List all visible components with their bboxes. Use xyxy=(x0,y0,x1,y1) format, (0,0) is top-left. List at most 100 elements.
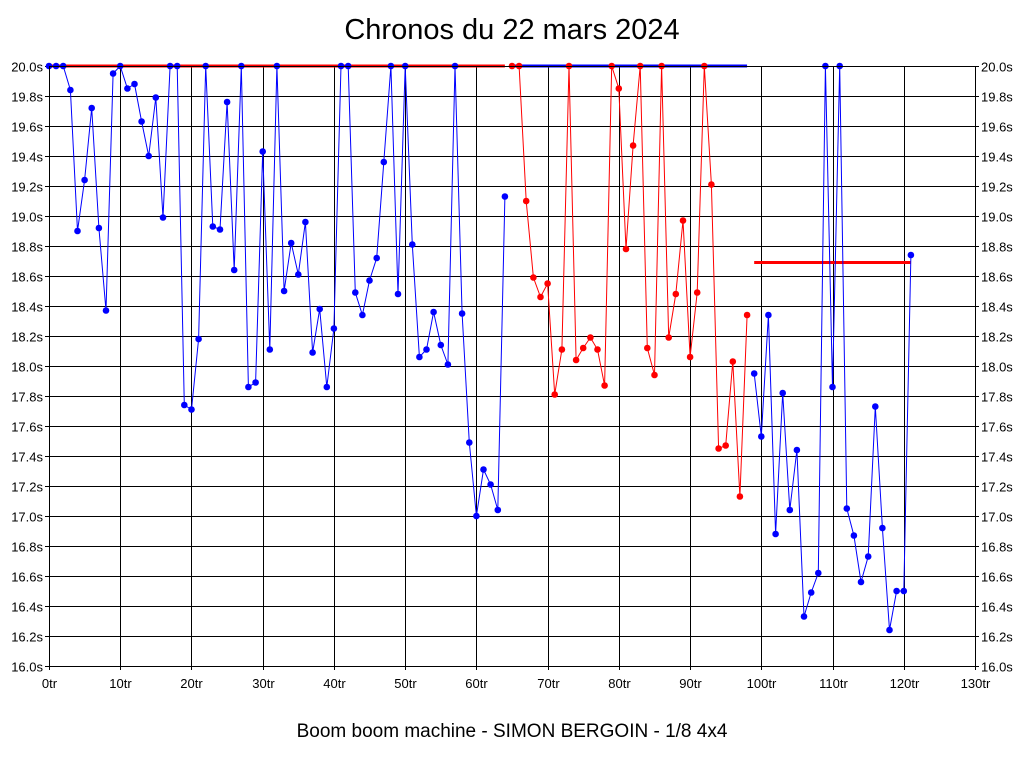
data-point xyxy=(423,346,430,353)
data-point xyxy=(380,158,388,166)
data-point xyxy=(373,254,381,262)
data-point xyxy=(907,251,915,259)
data-point xyxy=(551,391,558,398)
data-point xyxy=(223,98,231,106)
data-point xyxy=(572,356,580,364)
y-tick-label-right: 17.0s xyxy=(981,510,1013,525)
data-point xyxy=(815,569,822,577)
data-point xyxy=(152,94,160,101)
data-point xyxy=(109,70,117,77)
data-point xyxy=(494,506,502,514)
x-tick-label: 20tr xyxy=(180,676,203,691)
data-point xyxy=(886,626,893,634)
data-point xyxy=(487,481,494,488)
x-tick-label: 80tr xyxy=(608,676,631,691)
x-tick-label: 100tr xyxy=(747,676,777,691)
data-point xyxy=(323,383,331,391)
data-point xyxy=(779,389,786,397)
x-tick-label: 30tr xyxy=(252,676,275,691)
y-tick-label-left: 19.0s xyxy=(11,210,43,225)
data-point xyxy=(501,193,509,200)
data-point xyxy=(88,104,95,112)
data-point xyxy=(74,227,81,235)
tick-labels: 0tr 10tr 20tr 30tr 40tr 50tr 60tr 70tr 80tr 90tr 1… xyxy=(11,60,1013,692)
y-tick-label-left: 18.8s xyxy=(11,240,43,255)
data-point xyxy=(188,406,195,413)
y-tick-label-left: 16.8s xyxy=(11,540,43,555)
data-point xyxy=(216,226,224,233)
data-point xyxy=(302,218,309,226)
data-point xyxy=(259,148,267,155)
y-tick-label-right: 17.2s xyxy=(981,480,1013,495)
y-tick-label-left: 18.2s xyxy=(11,330,43,345)
data-point xyxy=(807,589,815,596)
data-point xyxy=(758,433,765,440)
x-tick-label: 10tr xyxy=(109,676,132,691)
y-tick-label-left: 17.8s xyxy=(11,390,43,405)
data-point xyxy=(266,346,274,353)
y-tick-label-right: 16.8s xyxy=(981,540,1013,555)
data-point xyxy=(252,379,259,386)
y-tick-label-right: 16.2s xyxy=(981,630,1013,645)
data-point xyxy=(330,325,338,332)
data-point xyxy=(394,290,402,298)
data-point xyxy=(466,439,473,446)
data-point xyxy=(879,524,886,532)
y-tick-label-right: 17.6s xyxy=(981,420,1013,435)
data-point xyxy=(230,266,238,274)
data-point xyxy=(594,346,601,353)
data-point xyxy=(800,613,808,620)
data-point xyxy=(295,271,302,278)
series-points xyxy=(45,62,915,634)
y-tick-label-right: 19.4s xyxy=(981,150,1013,165)
data-point xyxy=(159,214,167,221)
data-point xyxy=(245,383,252,391)
y-tick-label-right: 18.4s xyxy=(981,300,1013,315)
data-point xyxy=(629,142,637,149)
x-tick-label: 60tr xyxy=(465,676,488,691)
x-tick-label: 50tr xyxy=(394,676,417,691)
data-point xyxy=(473,512,480,520)
data-point xyxy=(743,311,751,319)
data-point xyxy=(679,217,687,224)
y-tick-label-right: 18.6s xyxy=(981,270,1013,285)
y-tick-label-right: 17.8s xyxy=(981,390,1013,405)
data-point xyxy=(665,334,672,341)
y-tick-label-left: 19.8s xyxy=(11,90,43,105)
data-point xyxy=(437,341,445,349)
y-tick-label-right: 19.0s xyxy=(981,210,1013,225)
data-point xyxy=(829,383,836,391)
data-point xyxy=(672,290,680,298)
data-point xyxy=(181,401,188,409)
data-point xyxy=(722,442,729,449)
series-line-segment-1 xyxy=(49,65,506,517)
series-line-segment-3 xyxy=(753,65,912,631)
y-tick-label-left: 18.6s xyxy=(11,270,43,285)
data-point xyxy=(352,289,359,296)
y-tick-label-left: 16.6s xyxy=(11,570,43,585)
x-tick-label: 120tr xyxy=(890,676,920,691)
x-tick-label: 40tr xyxy=(323,676,346,691)
chart-title: Chronos du 22 mars 2024 xyxy=(344,14,680,46)
y-tick-label-left: 16.4s xyxy=(11,600,43,615)
data-point xyxy=(480,466,487,473)
chart-subtitle: Boom boom machine - SIMON BERGOIN - 1/8 … xyxy=(296,721,728,742)
y-tick-label-left: 16.0s xyxy=(11,660,43,675)
data-point xyxy=(644,344,651,352)
data-point xyxy=(102,307,110,314)
data-point xyxy=(772,530,779,538)
series-line-segment-2 xyxy=(512,65,748,497)
data-point xyxy=(864,553,872,560)
x-tick-label: 90tr xyxy=(679,676,702,691)
y-tick-label-right: 19.2s xyxy=(981,180,1013,195)
plot-frame xyxy=(49,66,976,667)
data-point xyxy=(850,532,858,539)
data-point xyxy=(622,245,630,253)
data-point xyxy=(765,311,772,319)
y-tick-label-left: 19.6s xyxy=(11,120,43,135)
data-point xyxy=(209,223,217,230)
data-point xyxy=(409,241,416,248)
data-point xyxy=(686,353,694,361)
data-point xyxy=(729,358,737,365)
data-point xyxy=(287,239,295,247)
